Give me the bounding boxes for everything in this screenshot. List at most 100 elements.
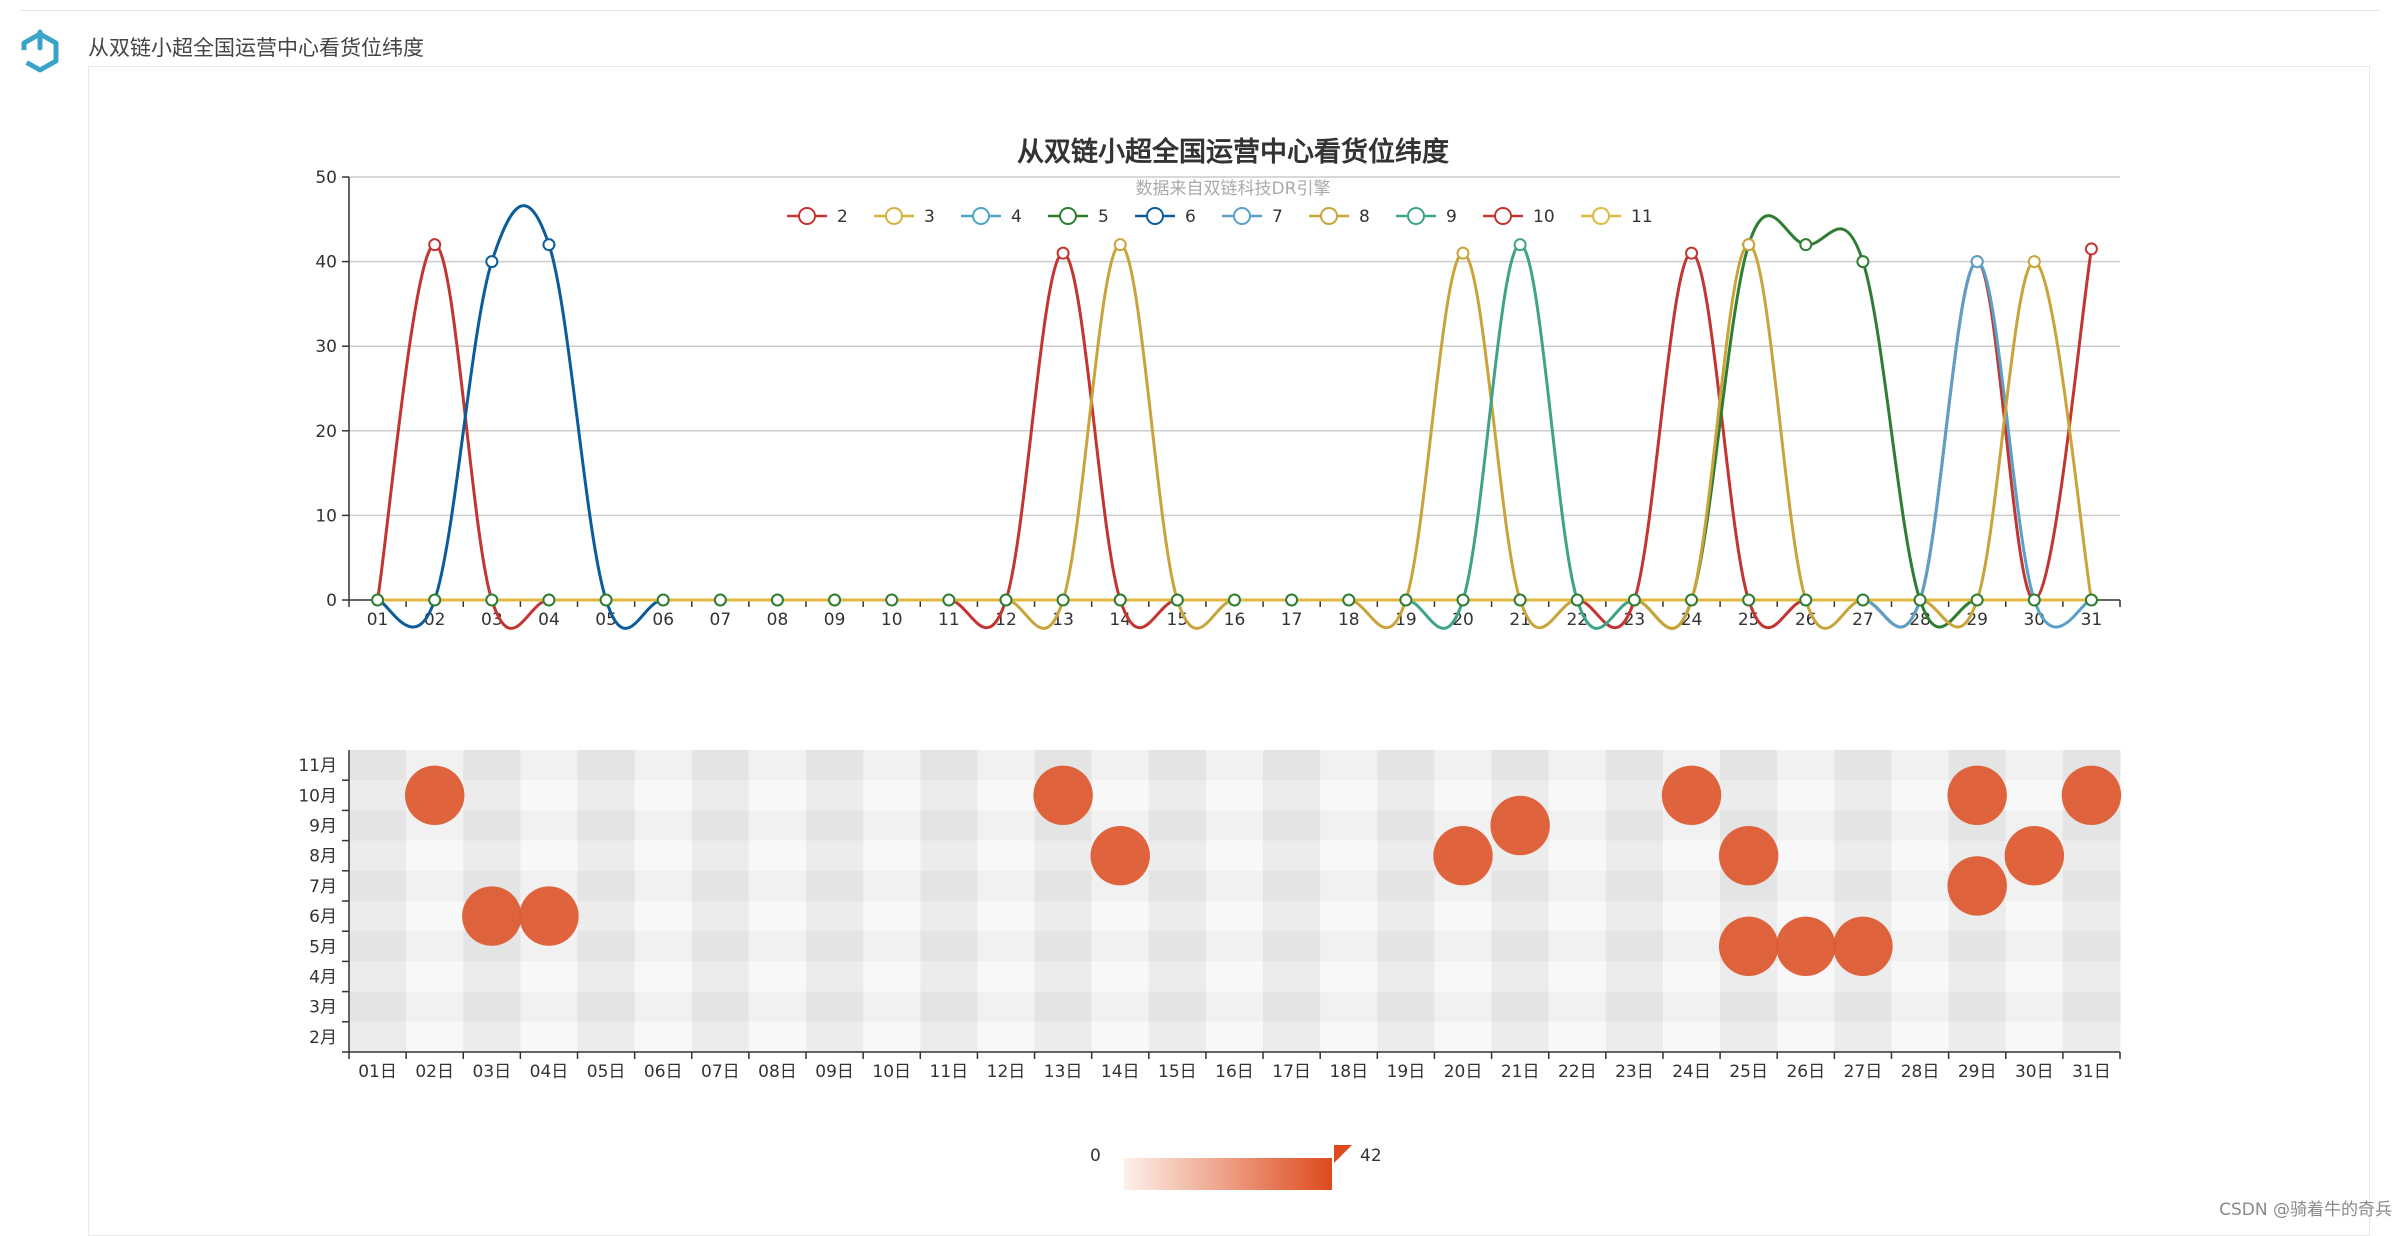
- grid-cell: [1320, 870, 1378, 902]
- x-tick-label: 04日: [530, 1062, 569, 1082]
- grid-cell: [1320, 1021, 1378, 1053]
- visual-map-handle[interactable]: [1334, 1145, 1352, 1163]
- chart-legend[interactable]: 2 3 4 5 6 7 8 9 10 11: [787, 207, 1653, 227]
- grid-cell: [806, 780, 864, 811]
- legend-label: 11: [1631, 207, 1653, 227]
- grid-cell: [1891, 750, 1950, 781]
- data-point: [1856, 593, 1870, 607]
- x-tick-label: 18: [1338, 610, 1360, 630]
- grid-cell: [920, 840, 978, 872]
- grid-cell: [748, 931, 807, 962]
- visual-map-bar[interactable]: [1124, 1158, 1332, 1190]
- grid-cell: [1091, 931, 1150, 962]
- scatter-point: [1090, 825, 1150, 886]
- grid-cell: [806, 810, 864, 842]
- grid-cell: [1834, 991, 1892, 1023]
- scatter-point: [1033, 765, 1093, 826]
- x-tick-label: 02日: [415, 1062, 454, 1082]
- scatter-point: [1833, 916, 1893, 977]
- grid-cell: [1491, 870, 1550, 902]
- data-point: [1456, 593, 1470, 607]
- legend-marker: [1592, 207, 1610, 225]
- grid-cell: [1320, 931, 1378, 962]
- grid-cell: [577, 840, 636, 872]
- grid-cell: [577, 901, 636, 932]
- x-tick-label: 27: [1852, 610, 1874, 630]
- grid-cell: [1548, 901, 1607, 932]
- grid-cell: [463, 840, 521, 872]
- scatter-point: [2004, 825, 2065, 886]
- x-tick-label: 26日: [1786, 1062, 1825, 1082]
- grid-cell: [1777, 840, 1835, 872]
- grid-cell: [1834, 780, 1892, 811]
- grid-cell: [1205, 840, 1264, 872]
- legend-item-3[interactable]: 3: [874, 207, 935, 227]
- legend-item-7[interactable]: 7: [1222, 207, 1283, 227]
- grid-cell: [920, 961, 978, 993]
- grid-cell: [406, 991, 464, 1023]
- legend-item-9[interactable]: 9: [1396, 207, 1457, 227]
- grid-cell: [2005, 931, 2064, 962]
- grid-cell: [406, 870, 464, 902]
- data-point: [1056, 593, 1070, 607]
- scatter-point: [1490, 795, 1550, 856]
- grid-cell: [634, 840, 693, 872]
- grid-cell: [920, 810, 978, 842]
- grid-cell: [2062, 840, 2121, 872]
- y-tick-label: 20: [315, 422, 337, 442]
- grid-cell: [1148, 991, 1207, 1023]
- x-tick-label: 29日: [1958, 1062, 1997, 1082]
- legend-label: 3: [924, 207, 935, 227]
- grid-cell: [1148, 780, 1207, 811]
- data-point: [542, 593, 556, 607]
- grid-cell: [1205, 1021, 1264, 1053]
- grid-cell: [1034, 901, 1093, 932]
- data-point: [428, 238, 442, 252]
- x-tick-label: 17: [1281, 610, 1303, 630]
- series-line: [376, 243, 2093, 630]
- grid-cell: [1205, 961, 1264, 993]
- grid-cell: [1205, 810, 1264, 842]
- grid-cell: [1891, 810, 1950, 842]
- grid-cell: [1377, 870, 1435, 902]
- grid-cell: [1148, 750, 1207, 781]
- legend-item-8[interactable]: 8: [1309, 207, 1370, 227]
- grid-cell: [1034, 931, 1093, 962]
- grid-cell: [691, 901, 750, 932]
- visual-map[interactable]: 0 42: [1090, 1145, 1382, 1190]
- grid-cell: [349, 780, 407, 811]
- x-tick-label: 31日: [2072, 1062, 2111, 1082]
- grid-cell: [1320, 810, 1378, 842]
- data-point: [2027, 593, 2041, 607]
- y-tick-label: 2月: [309, 1028, 337, 1048]
- grid-cell: [863, 750, 921, 781]
- y-tick-label: 10: [315, 506, 337, 526]
- legend-item-6[interactable]: 6: [1135, 207, 1196, 227]
- legend-item-4[interactable]: 4: [961, 207, 1022, 227]
- grid-cell: [1834, 870, 1892, 902]
- grid-cell: [920, 991, 978, 1023]
- legend-item-5[interactable]: 5: [1048, 207, 1109, 227]
- grid-cell: [406, 1021, 464, 1053]
- legend-marker: [798, 207, 816, 225]
- grid-cell: [1491, 1021, 1550, 1053]
- scatter-point: [1718, 825, 1779, 886]
- legend-marker: [1233, 207, 1251, 225]
- legend-item-11[interactable]: 11: [1581, 207, 1653, 227]
- legend-item-10[interactable]: 10: [1483, 207, 1555, 227]
- grid-cell: [349, 840, 407, 872]
- scatter-point: [519, 886, 579, 946]
- legend-item-2[interactable]: 2: [787, 207, 848, 227]
- grid-cell: [1605, 931, 1664, 962]
- data-point: [1742, 593, 1756, 607]
- x-tick-label: 07: [710, 610, 732, 630]
- grid-cell: [349, 961, 407, 993]
- data-point: [485, 255, 499, 269]
- grid-cell: [920, 780, 978, 811]
- grid-cell: [1662, 870, 1721, 902]
- grid-cell: [577, 750, 636, 781]
- grid-cell: [1548, 961, 1607, 993]
- grid-cell: [1320, 840, 1378, 872]
- data-point: [2084, 593, 2098, 607]
- grid-cell: [2005, 780, 2064, 811]
